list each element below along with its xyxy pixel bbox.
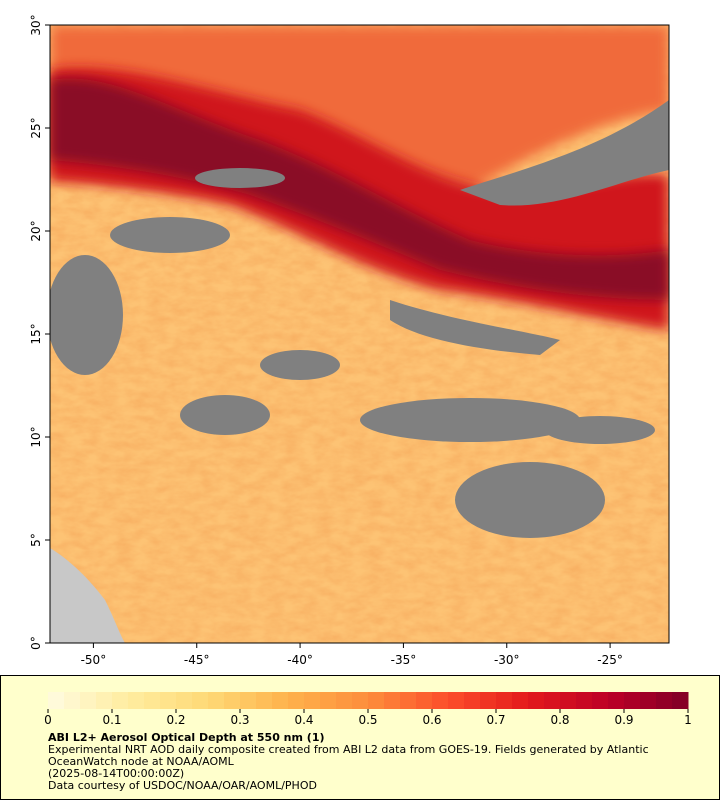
legend-credit: Data courtesy of USDOC/NOAA/OAR/AOML/PHO… bbox=[48, 779, 317, 792]
colorbar-step bbox=[96, 692, 113, 709]
legend-text: ABI L2+ Aerosol Optical Depth at 550 nm … bbox=[48, 732, 688, 792]
aod-map bbox=[50, 25, 669, 643]
y-tick-label: 25° bbox=[29, 117, 43, 138]
colorbar-step bbox=[448, 692, 465, 709]
colorbar-step bbox=[496, 692, 513, 709]
colorbar-step bbox=[192, 692, 209, 709]
colorbar-step bbox=[576, 692, 593, 709]
legend-title: ABI L2+ Aerosol Optical Depth at 550 nm … bbox=[48, 731, 325, 744]
y-tick-label: 0° bbox=[29, 636, 43, 650]
x-tick-label: -30° bbox=[494, 653, 520, 667]
colorbar-step bbox=[368, 692, 385, 709]
colorbar-step bbox=[224, 692, 241, 709]
colorbar-step bbox=[304, 692, 321, 709]
colorbar-tick-label: 0 bbox=[44, 713, 52, 727]
colorbar-tick-label: 0.6 bbox=[422, 713, 441, 727]
colorbar-step bbox=[80, 692, 97, 709]
colorbar-step bbox=[256, 692, 273, 709]
y-tick-label: 15° bbox=[29, 323, 43, 344]
colorbar-step bbox=[400, 692, 417, 709]
colorbar-step bbox=[512, 692, 529, 709]
x-tick-label: -45° bbox=[184, 653, 210, 667]
colorbar-step bbox=[672, 692, 689, 709]
colorbar-tick-label: 0.2 bbox=[166, 713, 185, 727]
colorbar-step bbox=[416, 692, 433, 709]
colorbar-step bbox=[112, 692, 129, 709]
colorbar-step bbox=[336, 692, 353, 709]
colorbar-step bbox=[272, 692, 289, 709]
colorbar-tick-label: 0.7 bbox=[486, 713, 505, 727]
colorbar-step bbox=[144, 692, 161, 709]
x-tick-label: -35° bbox=[391, 653, 417, 667]
colorbar-step bbox=[640, 692, 657, 709]
x-tick-label: -50° bbox=[81, 653, 107, 667]
colorbar-step bbox=[128, 692, 145, 709]
colorbar-step bbox=[432, 692, 449, 709]
colorbar-step bbox=[48, 692, 65, 709]
colorbar-tick-label: 0.8 bbox=[550, 713, 569, 727]
land bbox=[50, 548, 125, 643]
x-tick-label: -40° bbox=[287, 653, 313, 667]
colorbar-step bbox=[464, 692, 481, 709]
colorbar-tick-label: 0.4 bbox=[294, 713, 313, 727]
colorbar-step bbox=[528, 692, 545, 709]
colorbar-step bbox=[64, 692, 81, 709]
legend-description: Experimental NRT AOD daily composite cre… bbox=[48, 743, 649, 768]
colorbar-step bbox=[480, 692, 497, 709]
colorbar-tick-label: 0.1 bbox=[102, 713, 121, 727]
colorbar-tick-label: 0.5 bbox=[358, 713, 377, 727]
colorbar-step bbox=[160, 692, 177, 709]
colorbar-step bbox=[176, 692, 193, 709]
y-tick-label: 20° bbox=[29, 220, 43, 241]
colorbar-step bbox=[288, 692, 305, 709]
colorbar-tick-label: 0.3 bbox=[230, 713, 249, 727]
colorbar-step bbox=[608, 692, 625, 709]
colorbar-step bbox=[384, 692, 401, 709]
colorbar-tick-label: 0.9 bbox=[614, 713, 633, 727]
colorbar-step bbox=[592, 692, 609, 709]
y-tick-label: 30° bbox=[29, 14, 43, 35]
x-tick-label: -25° bbox=[597, 653, 623, 667]
colorbar-step bbox=[352, 692, 369, 709]
colorbar-step bbox=[656, 692, 673, 709]
colorbar-step bbox=[208, 692, 225, 709]
colorbar-step bbox=[624, 692, 641, 709]
legend-time: (2025-08-14T00:00:00Z) bbox=[48, 767, 185, 780]
y-tick-label: 5° bbox=[29, 533, 43, 547]
colorbar-step bbox=[560, 692, 577, 709]
colorbar-step bbox=[320, 692, 337, 709]
colorbar-step bbox=[544, 692, 561, 709]
y-tick-label: 10° bbox=[29, 426, 43, 447]
plume-core bbox=[50, 78, 669, 301]
colorbar-tick-label: 1 bbox=[684, 713, 692, 727]
colorbar-step bbox=[240, 692, 257, 709]
cloud-mask bbox=[50, 100, 669, 538]
